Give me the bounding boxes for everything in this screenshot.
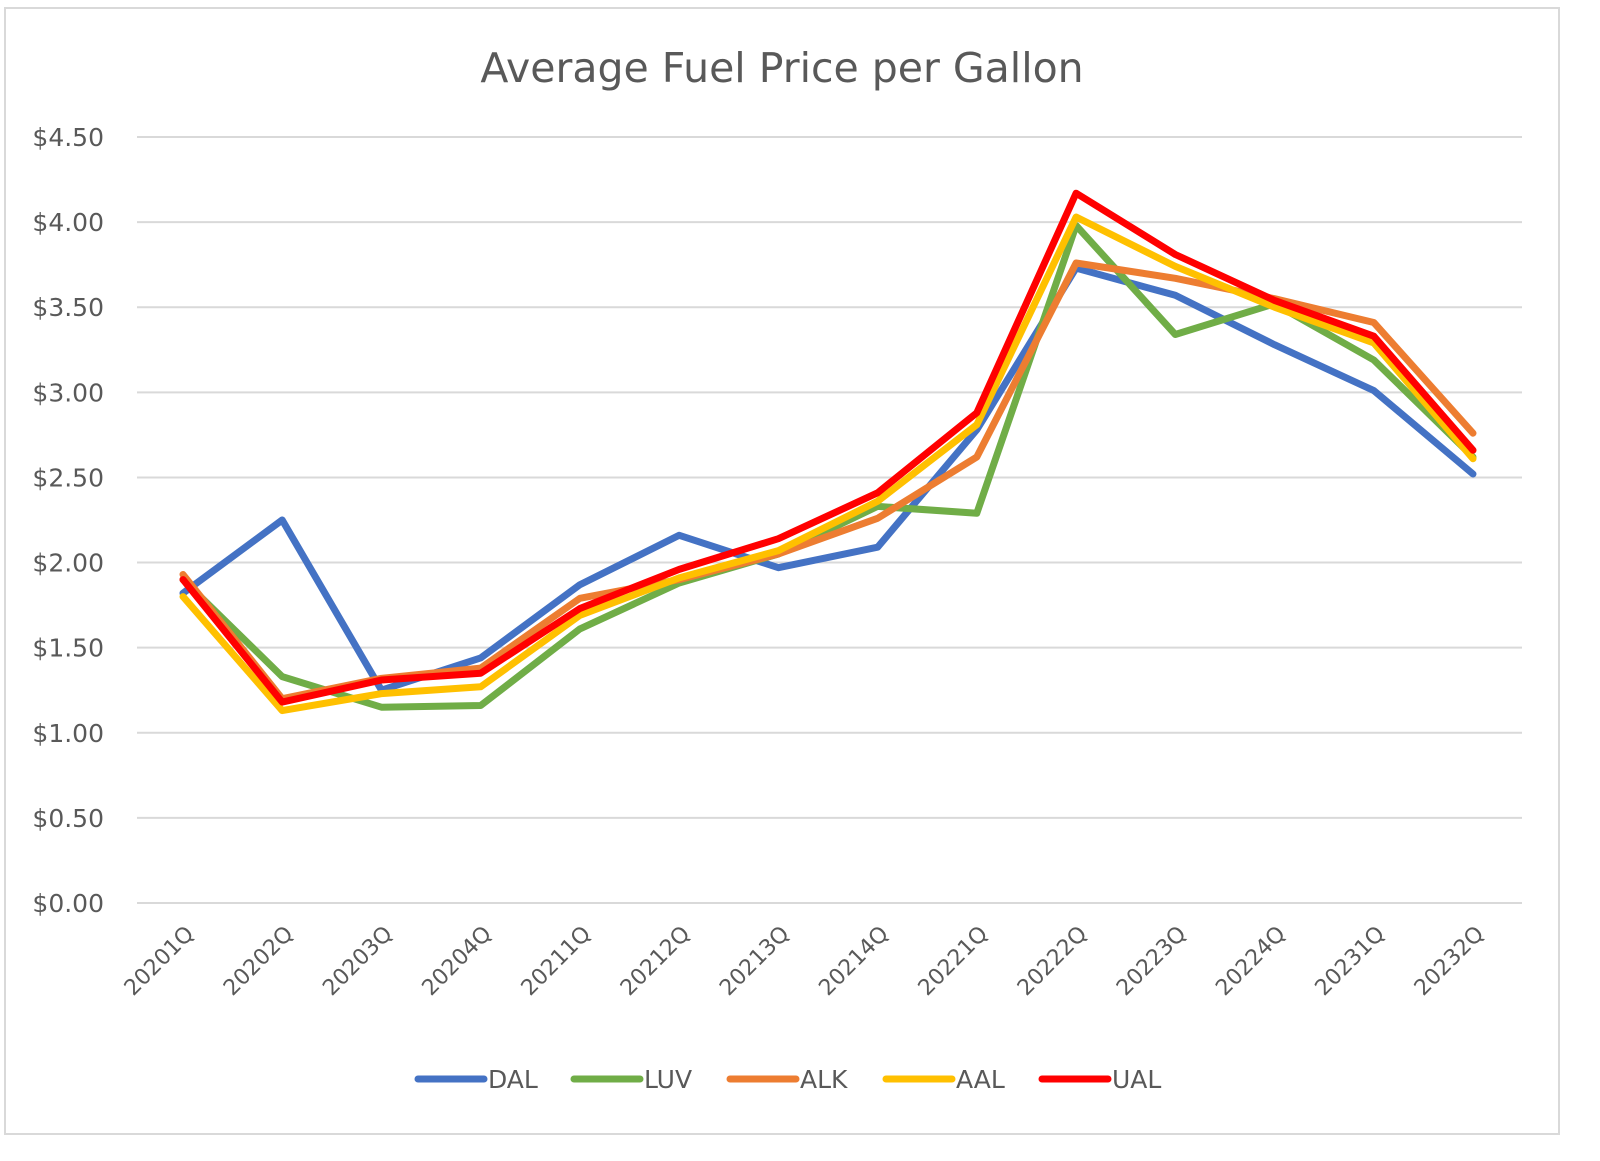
y-tick-label: $4.00 — [32, 208, 104, 237]
x-tick-label: 20231Q — [1311, 922, 1390, 1001]
x-tick-label: 20211Q — [517, 922, 596, 1001]
y-axis-ticks: $0.00 $0.50 $1.00 $1.50 $2.00 $2.50 $3.00 $3.50… — [32, 123, 104, 918]
chart-frame — [4, 7, 1560, 1135]
series-line-dal — [179, 264, 1477, 694]
y-tick-label: $2.50 — [32, 463, 104, 492]
gridlines — [137, 136, 1522, 904]
x-tick-label: 20214Q — [814, 922, 893, 1001]
y-tick-label: $4.50 — [32, 123, 104, 152]
legend-label-dal: DAL — [488, 1065, 538, 1094]
x-tick-label: 20221Q — [914, 922, 993, 1001]
x-tick-label: 20212Q — [616, 922, 695, 1001]
series-line-aal — [179, 213, 1477, 715]
x-tick-label: 20201Q — [120, 922, 199, 1001]
legend-label-ual: UAL — [1112, 1065, 1161, 1094]
x-tick-label: 20204Q — [418, 922, 497, 1001]
y-tick-label: $3.50 — [32, 293, 104, 322]
x-tick-label: 20213Q — [715, 922, 794, 1001]
series-line-ual — [179, 189, 1477, 706]
legend-label-aal: AAL — [956, 1065, 1005, 1094]
y-tick-label: $1.50 — [32, 634, 104, 663]
legend-label-alk: ALK — [800, 1065, 848, 1094]
x-tick-label: 20232Q — [1410, 922, 1489, 1001]
x-tick-label: 20223Q — [1112, 922, 1191, 1001]
y-tick-label: $2.00 — [32, 549, 104, 578]
y-tick-label: $3.00 — [32, 378, 104, 407]
x-tick-label: 20224Q — [1211, 922, 1290, 1001]
series-line-alk — [179, 259, 1477, 703]
x-tick-label: 20203Q — [318, 922, 397, 1001]
y-tick-label: $0.00 — [32, 889, 104, 918]
legend-label-luv: LUV — [644, 1065, 692, 1094]
y-tick-label: $1.00 — [32, 719, 104, 748]
chart-title: Average Fuel Price per Gallon — [480, 44, 1083, 92]
series-line-luv — [179, 222, 1477, 711]
x-tick-label: 20222Q — [1013, 922, 1092, 1001]
x-tick-label: 20202Q — [219, 922, 298, 1001]
x-axis-ticks: 20201Q 20202Q 20203Q 20204Q 20211Q 20212Q 2021… — [120, 922, 1489, 1001]
legend: DAL LUV ALK AAL UAL — [414, 1065, 1161, 1094]
y-tick-label: $0.50 — [32, 804, 104, 833]
series-lines — [179, 189, 1477, 715]
